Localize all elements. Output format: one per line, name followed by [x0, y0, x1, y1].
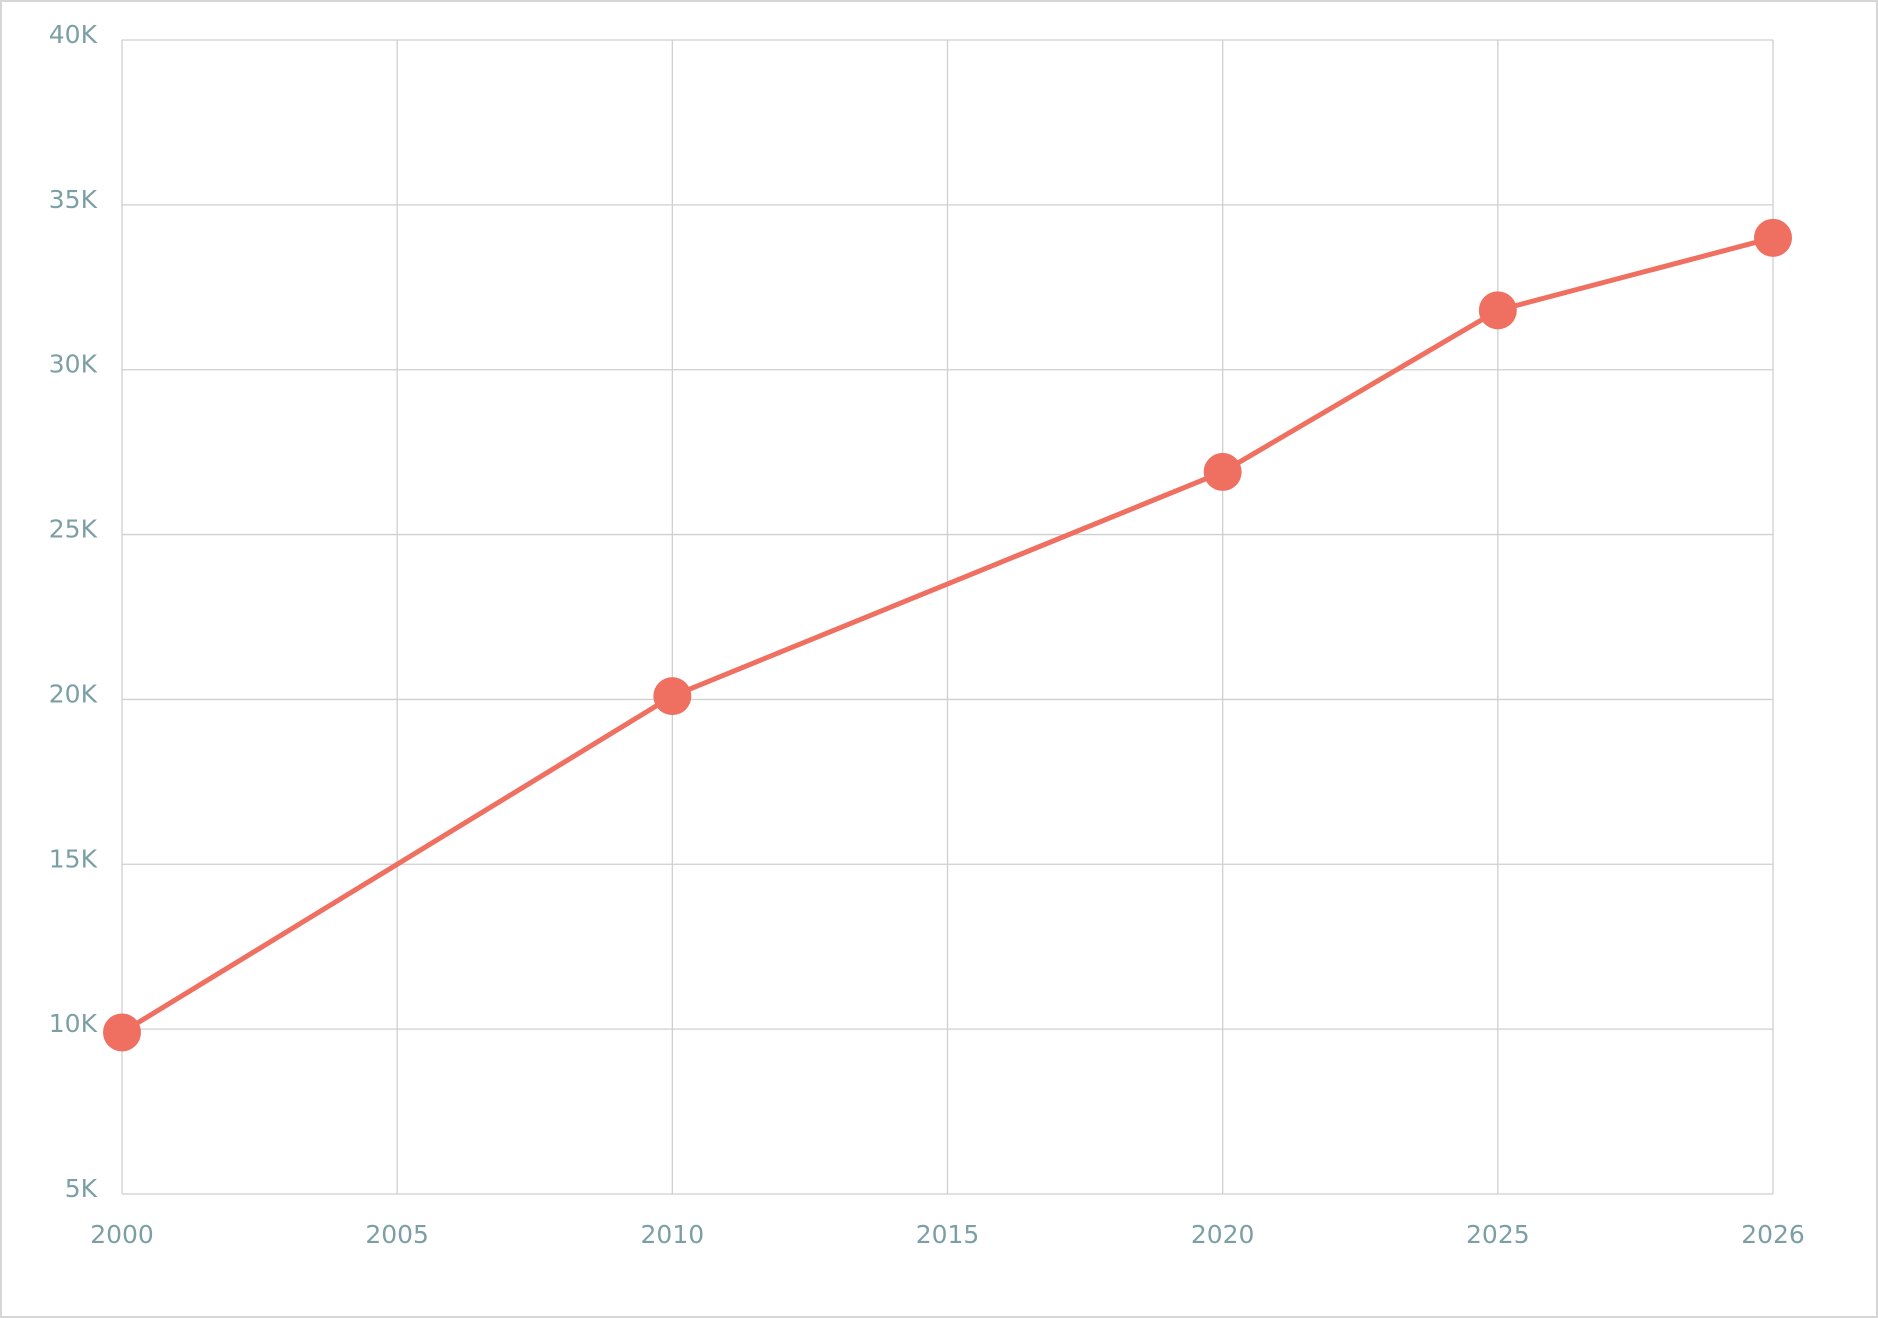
- point: [1203, 452, 1242, 491]
- x-tick-label: 2025: [1466, 1220, 1530, 1249]
- point: [1478, 291, 1517, 330]
- y-tick-label: 10K: [49, 1009, 98, 1038]
- x-tick-label: 2005: [365, 1220, 429, 1249]
- x-tick-label: 2015: [916, 1220, 980, 1249]
- y-tick-label: 40K: [49, 20, 98, 49]
- y-tick-label: 5K: [65, 1174, 98, 1203]
- x-tick-label: 2000: [90, 1220, 154, 1249]
- x-tick-label: 2020: [1191, 1220, 1255, 1249]
- y-tick-label: 30K: [49, 350, 98, 379]
- y-tick-label: 15K: [49, 844, 98, 873]
- line-segment: [119, 693, 675, 1035]
- y-tick-label: 35K: [49, 185, 98, 214]
- line-segment: [1495, 235, 1776, 313]
- x-tick-label: 2010: [641, 1220, 705, 1249]
- y-tick-label: 20K: [49, 679, 98, 708]
- point: [653, 677, 692, 716]
- y-tick-label: 25K: [49, 515, 98, 544]
- point: [103, 1013, 141, 1052]
- line-segment: [1220, 307, 1501, 475]
- line-segment: [669, 469, 1226, 699]
- x-tick-label: 2026: [1741, 1220, 1805, 1249]
- point: [1754, 218, 1792, 257]
